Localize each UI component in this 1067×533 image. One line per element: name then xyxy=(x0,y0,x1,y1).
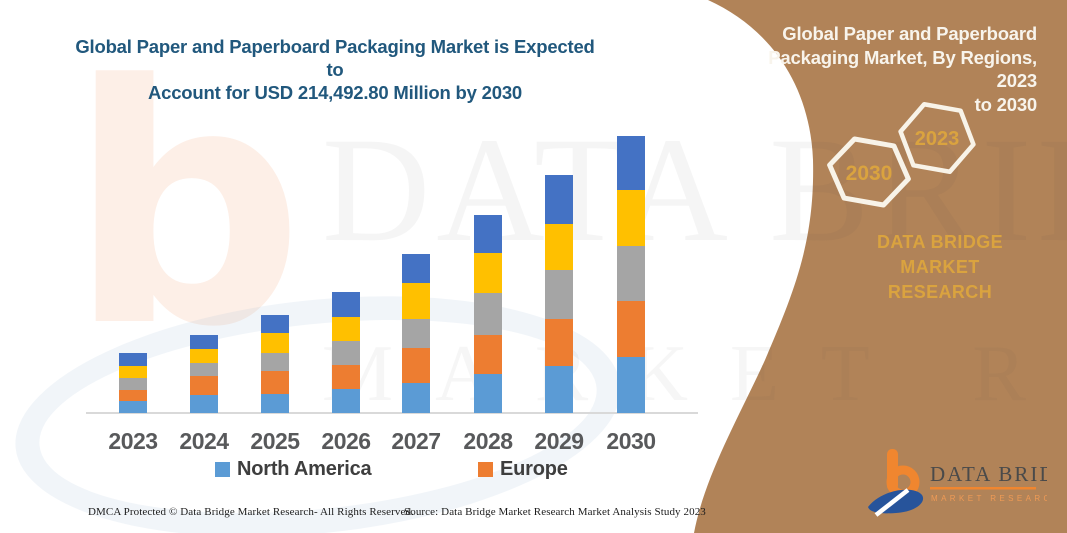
stacked-bar-2024 xyxy=(190,334,218,413)
bar-segment xyxy=(474,215,502,254)
chart-title-line2: Account for USD 214,492.80 Million by 20… xyxy=(147,82,523,103)
bar-segment xyxy=(474,334,502,374)
bar-segment xyxy=(402,348,430,383)
x-axis-label-2029: 2029 xyxy=(534,428,584,454)
bar-segment xyxy=(474,253,502,294)
bar-segment xyxy=(119,366,147,379)
x-axis-label-2023: 2023 xyxy=(108,428,158,454)
bar-segment xyxy=(190,376,218,395)
brand-text: DATA BRIDGE MARKET RESEARCH xyxy=(838,230,1042,305)
bar-segment xyxy=(190,334,218,349)
data-bridge-logo: DATA BRIDGE MARKET RESEARCH xyxy=(868,449,1047,517)
bar-segment xyxy=(545,175,573,225)
footer-source-text: Source: Data Bridge Market Research Mark… xyxy=(404,506,706,518)
x-axis-label-2024: 2024 xyxy=(179,428,229,454)
bar-segment xyxy=(190,363,218,377)
stacked-bar-2028 xyxy=(474,215,502,413)
bar-segment xyxy=(617,245,645,302)
hexagon-2030-outline xyxy=(827,136,911,208)
bar-segment xyxy=(474,293,502,335)
brand-text-line2: RESEARCH xyxy=(887,282,993,302)
bar-segment xyxy=(402,383,430,413)
bar-segment xyxy=(119,401,147,413)
bar-segment xyxy=(190,348,218,364)
bar-segment xyxy=(190,394,218,413)
logo-wordmark: DATA BRIDGE xyxy=(930,462,1047,486)
bar-segment xyxy=(261,371,289,394)
legend-label-north-america: North America xyxy=(237,458,372,480)
hexagon-2023-label: 2023 xyxy=(915,128,960,150)
bar-segment xyxy=(617,357,645,413)
bar-segment xyxy=(545,224,573,270)
legend-item-europe: Europe xyxy=(478,458,568,481)
bar-segment xyxy=(545,269,573,320)
bar-segment xyxy=(474,374,502,413)
legend-swatch-europe xyxy=(478,462,493,477)
panel-heading: Global Paper and Paperboard Packaging Ma… xyxy=(732,22,1037,116)
bar-segment xyxy=(617,135,645,190)
chart-title-line1: Global Paper and Paperboard Packaging Ma… xyxy=(75,36,595,80)
hexagon-2023-outline xyxy=(898,102,976,174)
bar-segment xyxy=(332,365,360,389)
footer-dmca-text: DMCA Protected © Data Bridge Market Rese… xyxy=(88,506,414,518)
bar-segment xyxy=(332,341,360,365)
bar-segment xyxy=(119,378,147,391)
bar-segment xyxy=(402,318,430,348)
panel-heading-line3: to 2030 xyxy=(974,93,1038,115)
logo-divider-line xyxy=(930,487,1036,490)
panel-heading-line2: Packaging Market, By Regions, 2023 xyxy=(768,46,1037,92)
bar-segment xyxy=(261,393,289,413)
bar-segment xyxy=(332,292,360,317)
logo-subtext: MARKET RESEARCH xyxy=(931,494,1047,503)
stacked-bar-2030 xyxy=(617,135,645,413)
bar-segment xyxy=(119,353,147,367)
bar-segment xyxy=(332,389,360,413)
panel-background-shape xyxy=(694,0,1067,533)
legend-item-north-america: North America xyxy=(215,458,372,481)
x-axis-line xyxy=(86,412,698,414)
legend-swatch-north-america xyxy=(215,462,230,477)
x-axis-label-2025: 2025 xyxy=(250,428,300,454)
bar-segment xyxy=(617,189,645,246)
stacked-bar-2026 xyxy=(332,292,360,413)
hexagon-year-badges: 2030 2023 xyxy=(827,102,976,208)
brand-text-line1: DATA BRIDGE MARKET xyxy=(876,232,1004,277)
bar-segment xyxy=(617,301,645,358)
bar-segment xyxy=(261,314,289,334)
bar-segment xyxy=(261,353,289,372)
bar-segment xyxy=(402,283,430,319)
hexagon-2030-label: 2030 xyxy=(846,162,893,185)
bar-segment xyxy=(119,390,147,402)
logo-leaf-slash xyxy=(874,488,910,517)
bar-segment xyxy=(545,365,573,413)
stacked-bar-2023 xyxy=(119,353,147,413)
stacked-bar-2027 xyxy=(402,254,430,413)
x-axis-label-2028: 2028 xyxy=(463,428,513,454)
bar-segment xyxy=(332,317,360,341)
stacked-bar-2029 xyxy=(545,175,573,413)
x-axis-label-2026: 2026 xyxy=(321,428,371,454)
bar-segment xyxy=(261,333,289,354)
bar-segment xyxy=(402,254,430,284)
x-axis-label-2027: 2027 xyxy=(391,428,441,454)
stacked-bar-2025 xyxy=(261,314,289,413)
chart-title: Global Paper and Paperboard Packaging Ma… xyxy=(70,35,600,104)
bar-segment xyxy=(545,319,573,366)
panel-heading-line1: Global Paper and Paperboard xyxy=(782,23,1037,44)
x-axis-label-2030: 2030 xyxy=(606,428,656,454)
legend-label-europe: Europe xyxy=(500,458,568,480)
